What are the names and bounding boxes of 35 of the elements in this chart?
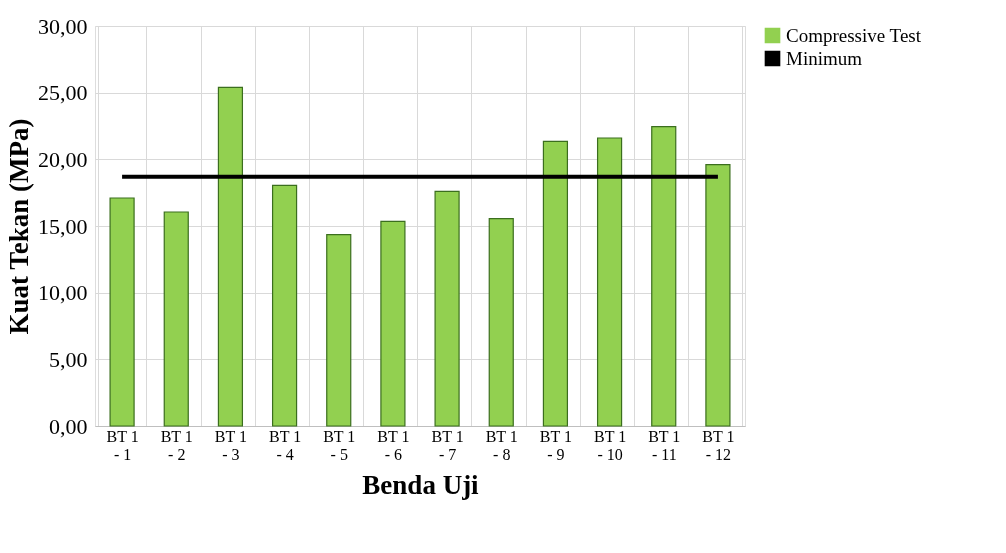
bar	[380, 220, 406, 427]
y-tick-label: 15,00	[38, 213, 88, 239]
y-tick-label: 10,00	[38, 280, 88, 306]
x-tick-label: BT 1 - 10	[594, 427, 627, 463]
y-tick-label: 30,00	[38, 13, 88, 39]
x-tick-label: BT 1 - 2	[160, 427, 193, 463]
bar	[271, 184, 298, 427]
y-tick-label: 25,00	[38, 80, 88, 106]
bar	[542, 140, 569, 427]
x-axis-title: Benda Uji	[362, 469, 480, 500]
bar	[109, 197, 135, 427]
x-tick-label: BT 1 - 3	[214, 427, 247, 463]
bar	[651, 126, 677, 427]
x-tick-label: BT 1 - 9	[539, 427, 572, 463]
x-tick-label: BT 1 - 8	[485, 427, 518, 463]
bar	[488, 218, 514, 427]
y-tick-label: 5,00	[49, 346, 88, 372]
bar	[326, 234, 352, 427]
x-tick-label: BT 1 - 11	[648, 427, 681, 463]
x-tick-label: BT 1 - 5	[323, 427, 356, 463]
bar	[596, 137, 623, 427]
bar	[163, 211, 189, 427]
y-tick-label: 0,00	[49, 413, 88, 439]
x-tick-label: BT 1 - 12	[702, 427, 735, 463]
bar	[217, 86, 244, 427]
bar	[434, 190, 460, 427]
x-tick-label: BT 1 - 4	[269, 427, 302, 463]
x-tick-label: BT 1 - 7	[431, 427, 464, 463]
x-tick-label: BT 1 - 1	[106, 427, 139, 463]
y-axis-title: Kuat Tekan (MPa)	[4, 118, 34, 335]
bar	[705, 164, 731, 427]
x-tick-label: BT 1 - 6	[377, 427, 410, 463]
legend-label: Compressive Test	[786, 24, 922, 46]
legend-label: Minimum	[786, 47, 863, 69]
y-tick-label: 20,00	[38, 146, 88, 172]
